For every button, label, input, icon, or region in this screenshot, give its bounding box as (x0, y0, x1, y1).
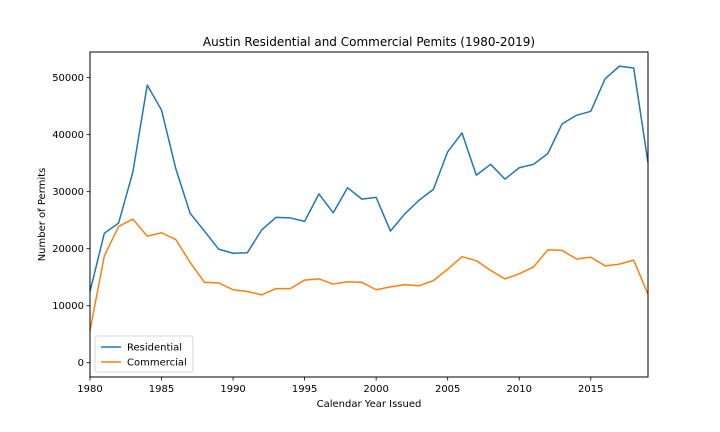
legend-label-residential: Residential (127, 343, 182, 354)
y-tick-label: 20000 (52, 244, 84, 255)
x-tick-label: 1980 (77, 384, 102, 395)
x-tick-label: 1995 (292, 384, 317, 395)
x-tick-label: 1990 (220, 384, 245, 395)
x-tick-label: 2010 (507, 384, 532, 395)
y-tick-label: 50000 (52, 73, 84, 84)
y-axis-label: Number of Permits (37, 168, 48, 262)
x-tick-label: 2000 (363, 384, 388, 395)
x-tick-label: 1985 (149, 384, 174, 395)
x-axis-label: Calendar Year Issued (317, 399, 422, 410)
x-axis-ticks: 1980 1985 1990 1995 2000 2005 2010 2015 (77, 377, 603, 395)
legend: Residential Commercial (94, 335, 194, 373)
series-line-commercial (89, 218, 649, 331)
y-tick-label: 30000 (52, 187, 84, 198)
legend-box (94, 335, 194, 373)
legend-label-commercial: Commercial (127, 358, 187, 369)
plot-frame (89, 51, 649, 378)
plot-lines (89, 65, 649, 331)
x-tick-label: 2005 (435, 384, 460, 395)
x-tick-label: 2015 (578, 384, 603, 395)
y-tick-label: 0 (78, 358, 84, 369)
series-line-residential (89, 65, 649, 292)
y-axis-ticks: 0 10000 20000 30000 40000 50000 (52, 73, 90, 369)
chart-title: Austin Residential and Commercial Pemits… (203, 35, 535, 49)
y-tick-label: 10000 (52, 301, 84, 312)
y-tick-label: 40000 (52, 130, 84, 141)
